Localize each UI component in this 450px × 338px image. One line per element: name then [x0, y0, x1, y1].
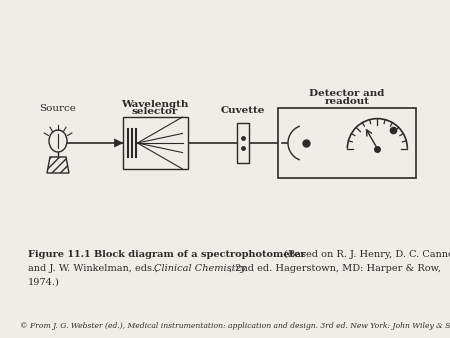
Text: 1974.): 1974.) — [28, 278, 60, 287]
Polygon shape — [47, 157, 69, 173]
Bar — [122, 117, 188, 169]
Text: Wavelength: Wavelength — [122, 100, 189, 109]
Bar — [237, 123, 249, 163]
Text: Figure 11.1 Block diagram of a spectrophotometer: Figure 11.1 Block diagram of a spectroph… — [28, 250, 306, 259]
Bar — [278, 108, 416, 178]
Text: Clinical Chemistry: Clinical Chemistry — [154, 264, 246, 273]
Polygon shape — [114, 139, 122, 147]
Text: and J. W. Winkelman, eds.,: and J. W. Winkelman, eds., — [28, 264, 162, 273]
Text: Detector and: Detector and — [309, 89, 385, 98]
Text: (Based on R. J. Henry, D. C. Cannon,: (Based on R. J. Henry, D. C. Cannon, — [281, 250, 450, 259]
Text: Cuvette: Cuvette — [221, 106, 265, 115]
Text: selector: selector — [132, 107, 178, 116]
Text: Source: Source — [40, 104, 76, 113]
Text: , 2nd ed. Hagerstown, MD: Harper & Row,: , 2nd ed. Hagerstown, MD: Harper & Row, — [229, 264, 441, 273]
Ellipse shape — [49, 130, 67, 152]
Text: readout: readout — [324, 97, 369, 106]
Text: © From J. G. Webster (ed.), Medical instrumentation: application and design. 3rd: © From J. G. Webster (ed.), Medical inst… — [20, 322, 450, 330]
